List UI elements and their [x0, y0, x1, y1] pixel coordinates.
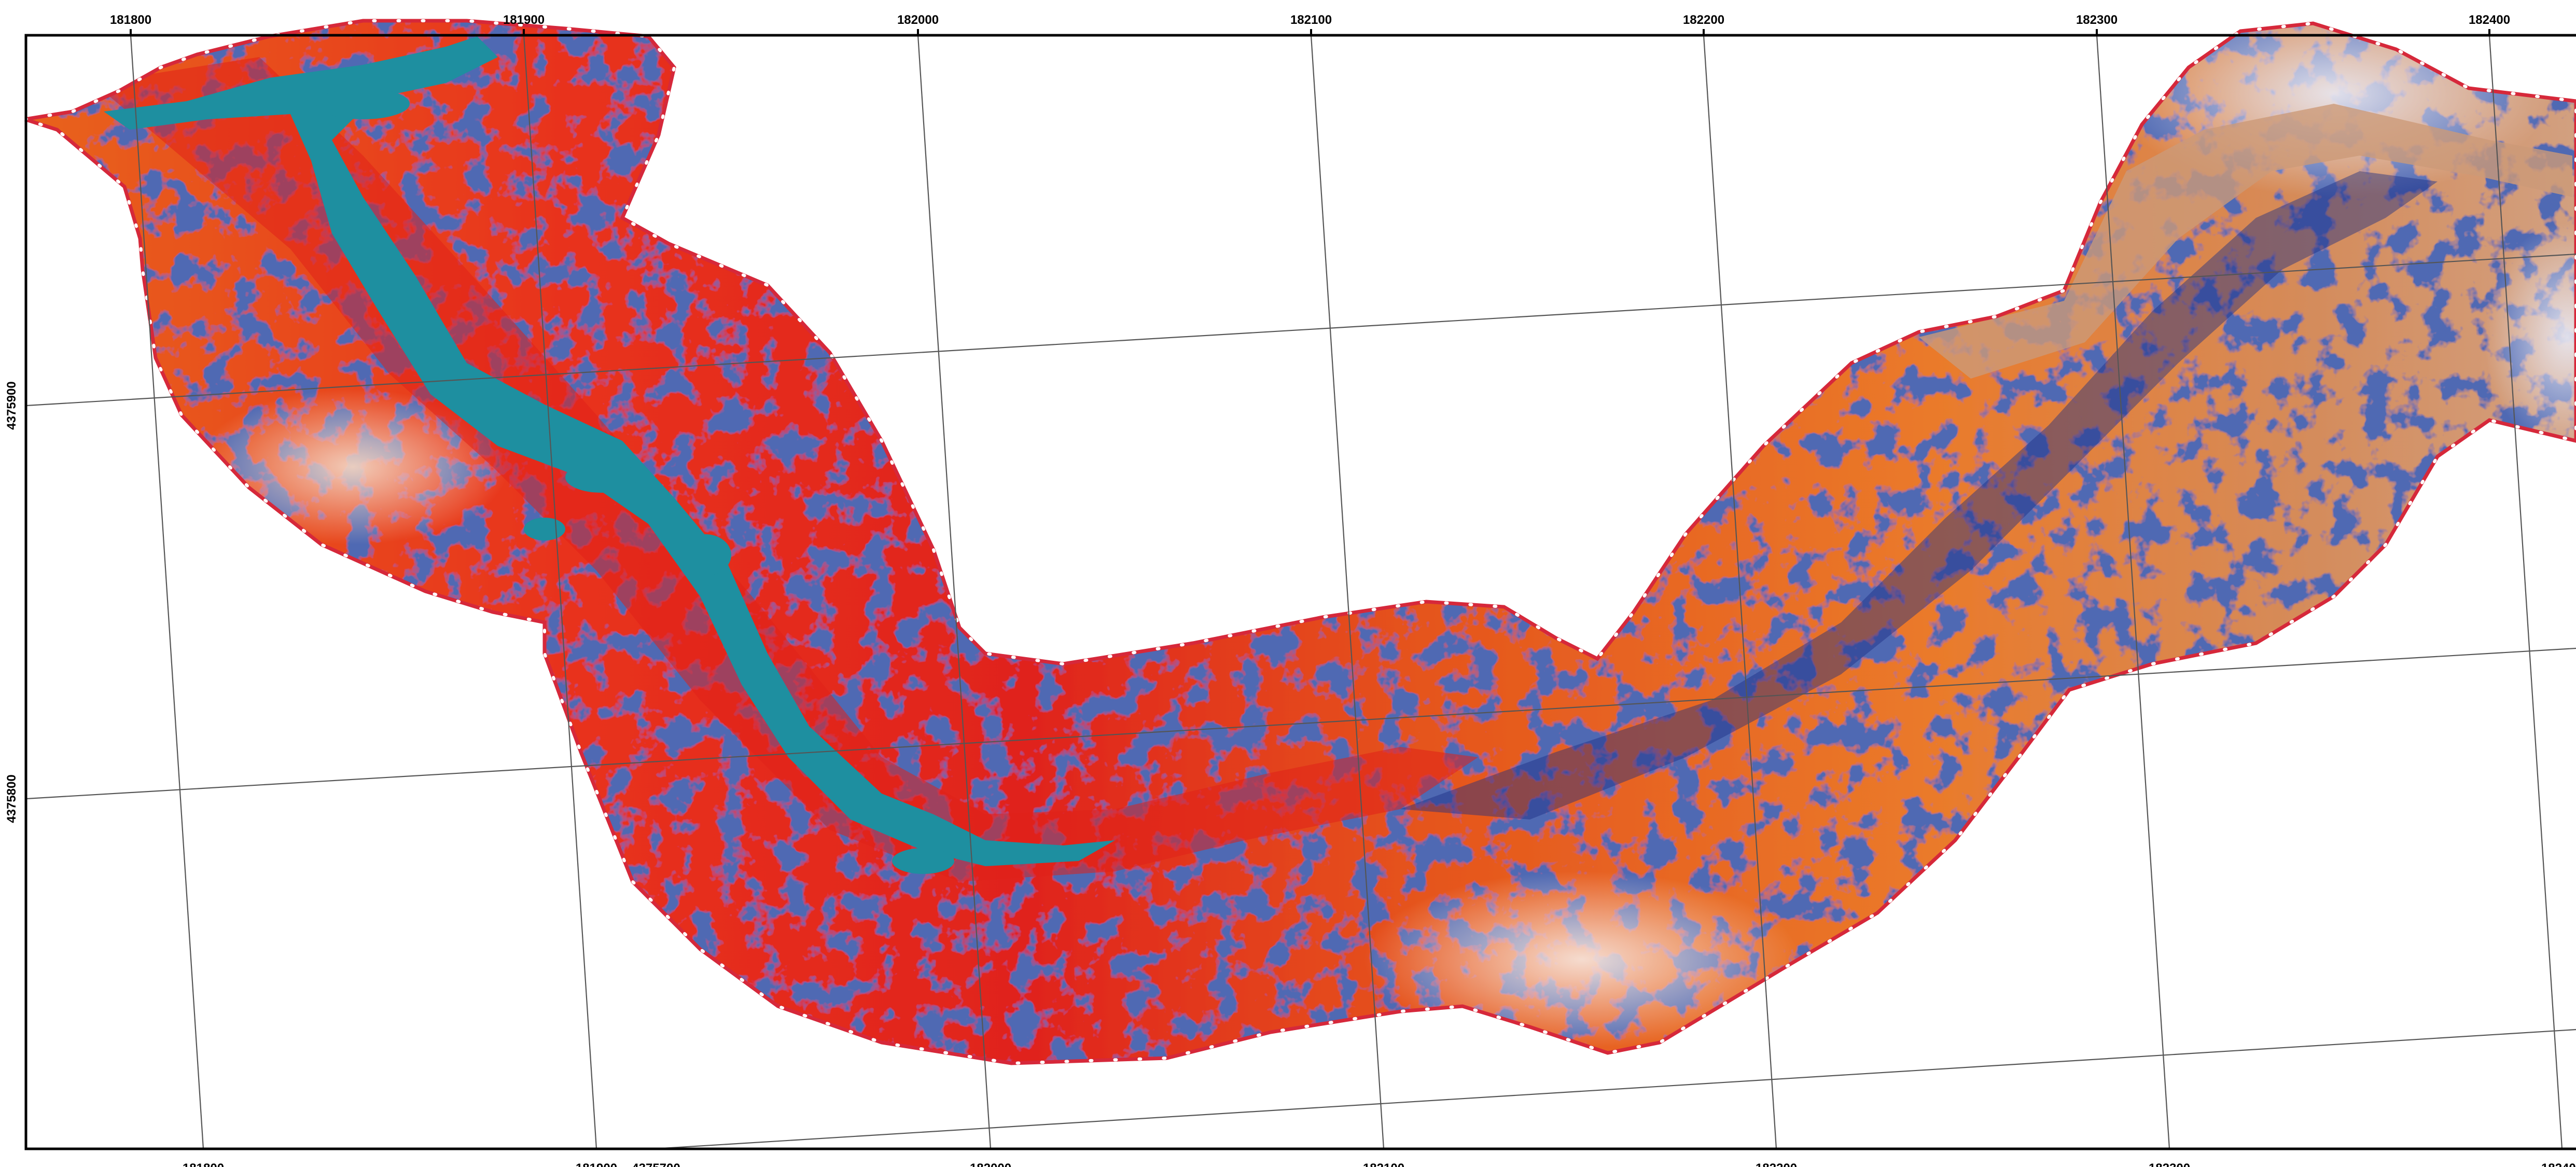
- gridline-easting-182200: [1703, 35, 1777, 1149]
- bottom-label: 182400: [2541, 1161, 2576, 1167]
- gridline-easting-181900: [523, 35, 597, 1149]
- gridline-easting-182400: [2488, 35, 2563, 1149]
- bottom-label: 182300: [2149, 1161, 2190, 1167]
- top-ticks: [130, 29, 2490, 35]
- left-northing-label: 4375800: [5, 774, 19, 823]
- bottom-label: 4375700: [632, 1161, 680, 1167]
- gridline-easting-182300: [2096, 35, 2170, 1149]
- left-northing-labels: 4375900 4375800: [5, 381, 19, 823]
- gridline-northing-4375900: [25, 253, 2576, 407]
- left-northing-label: 4375900: [5, 381, 19, 429]
- bottom-label: 182200: [1756, 1161, 1797, 1167]
- gridline-easting-182000: [917, 35, 992, 1149]
- top-easting-label: 181900: [503, 13, 545, 27]
- gridline-northing-4375800: [25, 647, 2576, 800]
- top-easting-label: 182400: [2469, 13, 2510, 27]
- top-easting-label: 182000: [897, 13, 939, 27]
- bottom-label: 181800: [183, 1161, 224, 1167]
- gridline-easting-182100: [1310, 35, 1385, 1149]
- bottom-labels: 181800 181900 4375700 182000 182100 1822…: [183, 1161, 2576, 1167]
- gridline-northing-4375700: [653, 1029, 2576, 1150]
- top-easting-labels: 181800 181900 182000 182100 182200 18230…: [110, 13, 2510, 27]
- top-easting-label: 182300: [2076, 13, 2118, 27]
- bottom-label: 182100: [1363, 1161, 1404, 1167]
- gridline-easting-181800: [130, 35, 204, 1149]
- bottom-label: 181900: [576, 1161, 617, 1167]
- bottom-label: 182000: [970, 1161, 1011, 1167]
- coordinate-gridlines: [25, 35, 2576, 1150]
- map-neatline: [24, 34, 2576, 1150]
- water-bodies: [104, 36, 1115, 874]
- top-easting-label: 182100: [1290, 13, 1332, 27]
- top-easting-label: 182200: [1683, 13, 1724, 27]
- top-easting-label: 181800: [110, 13, 151, 27]
